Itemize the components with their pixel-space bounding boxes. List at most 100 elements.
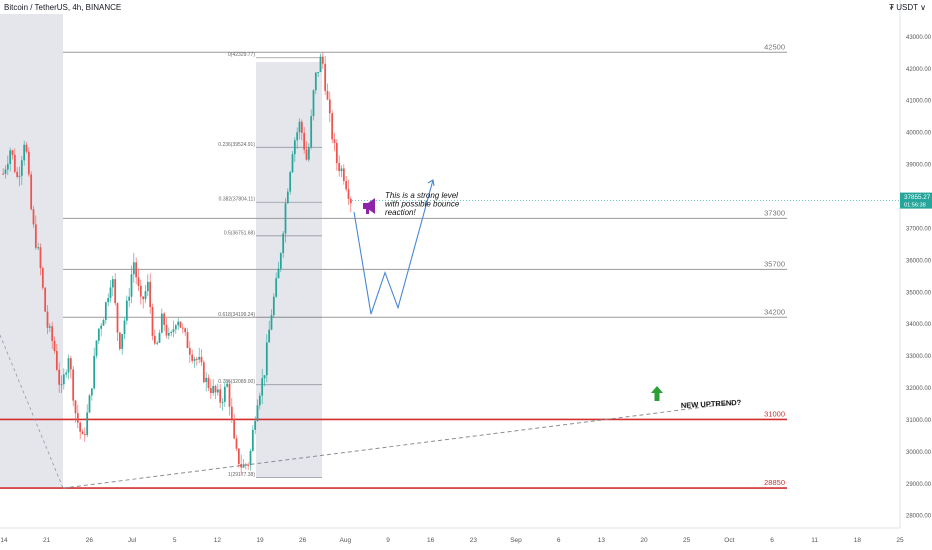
candle-body [235,438,238,449]
x-tick-label: 6 [557,537,561,544]
candle-body [209,388,212,394]
candle-body [20,160,23,176]
candle-body [93,355,96,389]
candle-body [340,168,343,172]
fib-level-label: 0.786(32089.00) [218,379,255,385]
current-price-tag [900,192,932,209]
candle-body [279,253,282,269]
fib-level-label: 0(42329.77) [228,52,255,58]
candle-body [151,307,154,336]
candle-body [144,291,147,300]
candle-body [62,374,65,385]
candle-body [270,315,273,330]
y-tick-label: 31000.00 [906,418,932,424]
candle-body [69,358,72,370]
candle-body [219,389,222,403]
candle-body [221,401,224,403]
candle-body [158,332,161,343]
x-tick-label: 13 [598,537,606,544]
fib-level-label: 0.618(34199.24) [218,312,255,318]
candle-body [347,189,350,199]
level-label: 31000 [764,409,785,418]
candle-body [345,181,348,190]
candle-body [300,121,303,133]
candle-body [146,281,149,292]
up-arrow-icon [651,386,663,401]
candle-body [83,434,86,436]
candle-body [261,378,264,396]
candle-body [226,383,229,387]
candle-body [27,151,30,175]
y-tick-label: 34000.00 [906,322,932,328]
candle-body [18,175,21,177]
candle-body [193,358,196,361]
candle-body [296,132,299,141]
candle-body [195,358,198,360]
candle-body [251,429,254,451]
y-tick-label: 30000.00 [906,450,932,456]
candle-body [135,262,138,278]
candle-body [265,342,268,376]
candle-body [67,358,70,373]
candle-body [81,431,84,435]
current-price-value: 37855.27 [904,194,931,201]
candle-body [181,327,184,329]
y-tick-label: 36000.00 [906,258,932,264]
x-tick-label: 18 [854,537,862,544]
candle-body [16,171,19,177]
x-tick-label: 26 [86,537,94,544]
candle-body [289,172,292,192]
candle-body [172,329,175,332]
candle-body [237,448,240,465]
candle-body [30,174,33,210]
candle-body [160,313,163,333]
candle-body [263,375,266,379]
candle-body [4,169,7,174]
candle-body [41,268,44,288]
candle-body [177,321,180,326]
candle-body [317,71,320,73]
candle-body [338,163,341,172]
candle-body [153,335,156,344]
candle-body [207,377,210,389]
candle-body [307,147,310,160]
candle-body [104,302,107,321]
candle-body [293,140,296,155]
candle-body [272,296,275,316]
candle-body [284,203,287,234]
candle-body [314,72,317,91]
level-label: 35700 [764,259,785,268]
currency-selector[interactable]: ₮ USDT ∨ [889,3,926,12]
level-label: 34200 [764,307,785,316]
uptrend-label: NEW UPTREND? [681,398,742,410]
y-tick-label: 40000.00 [906,131,932,137]
candle-body [55,350,58,370]
candle-body [188,348,191,355]
candle-body [254,420,257,430]
candle-body [156,342,159,344]
x-tick-label: 11 [811,537,818,544]
candle-body [286,191,289,204]
candle-body [202,362,205,383]
candle-body [214,386,217,393]
candle-body [48,326,51,328]
candle-body [342,168,345,182]
candle-body [200,356,203,363]
candle-body [240,464,243,468]
candle-body [247,464,250,466]
candle-body [142,296,145,300]
candle-body [186,332,189,349]
candle-body [305,149,308,160]
candle-body [326,90,329,100]
fib-level-label: 0.382(37804.11) [219,197,256,203]
candle-body [298,121,301,133]
candle-body [51,326,54,341]
candle-body [170,331,173,334]
annotation-text: with possible bounce [385,200,460,209]
annotation-text: This is a strong level [385,191,458,200]
candle-body [90,388,93,396]
candle-body [11,150,14,155]
x-tick-label: 20 [640,537,648,544]
candle-body [275,278,278,297]
